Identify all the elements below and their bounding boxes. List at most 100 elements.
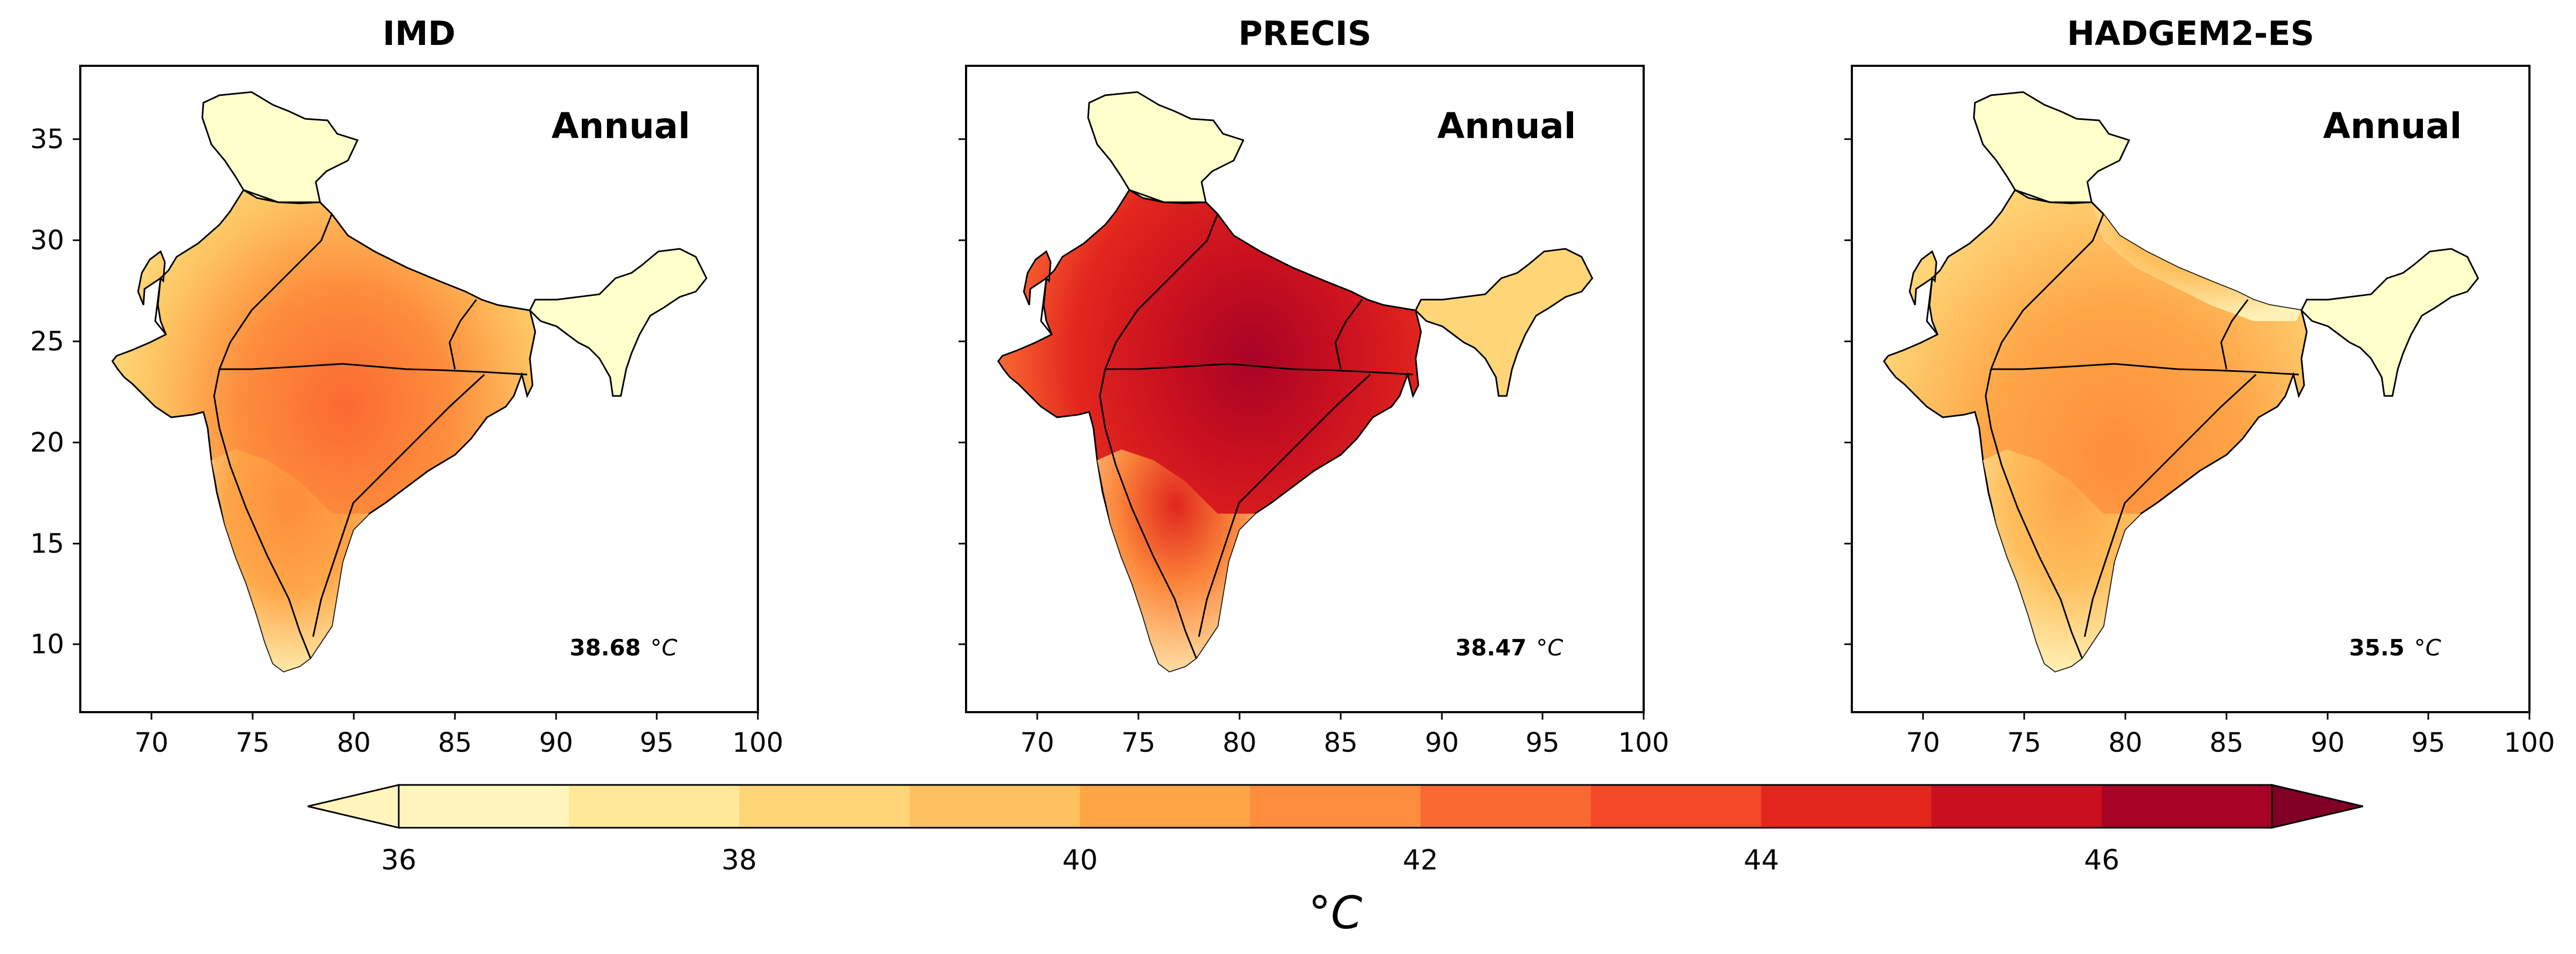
boundary-line (1105, 363, 1414, 376)
map-frame (79, 65, 759, 713)
x-axis: 70 75 80 85 90 95 100 (1906, 712, 2555, 758)
y-tick-label: 30 (30, 225, 64, 256)
x-tick-label: 85 (438, 727, 472, 758)
x-axis: 70 75 80 85 90 95 100 (1020, 712, 1669, 758)
x-tick-label: 90 (539, 727, 573, 758)
mean-label: 38.68 °C (569, 635, 678, 661)
colorbar-bin (1250, 785, 1421, 828)
y-axis: 35 30 25 20 15 10 (30, 124, 80, 660)
x-tick-label: 70 (1906, 727, 1940, 758)
boundary-line (243, 189, 333, 215)
colorbar-bin (1080, 785, 1251, 828)
colorbar-unit-label: °C (1309, 887, 1363, 939)
region-jammu-kashmir (1087, 91, 1245, 204)
panel-title: HADGEM2-ES (2067, 14, 2314, 53)
x-tick-label: 80 (337, 727, 371, 758)
x-tick-label: 95 (1525, 727, 1560, 758)
region-south-cool (1983, 449, 2141, 671)
mean-value: 38.47 (1455, 635, 1526, 661)
map-frame (1851, 65, 2531, 713)
x-tick-label: 90 (2311, 727, 2345, 758)
y-axis-ticks (1844, 138, 1852, 645)
colorbar-bin (2101, 785, 2273, 828)
colorbar-bin (399, 785, 569, 828)
colorbar-bin (1591, 785, 1761, 828)
boundary-line (312, 373, 485, 637)
colorbar-bin (1420, 785, 1591, 828)
colorbar-bin (1931, 785, 2102, 828)
boundary-line (213, 369, 311, 659)
panel-title: PRECIS (1238, 14, 1372, 53)
colorbar-bins (399, 785, 2273, 828)
x-tick-label: 75 (235, 727, 270, 758)
boundary-line (218, 213, 333, 370)
region-south-cool (1097, 449, 1255, 671)
colorbar-tick-label: 42 (1403, 844, 1438, 876)
x-tick-label: 85 (2209, 727, 2244, 758)
boundary-line (1334, 299, 1363, 370)
x-tick-label: 90 (1425, 727, 1459, 758)
colorbar-tick-label: 38 (721, 844, 757, 876)
boundary-line (1991, 363, 2299, 376)
colorbar-bin (1761, 785, 1932, 828)
colorbar-tick-label: 36 (381, 844, 416, 876)
india-map (111, 91, 708, 673)
x-tick-label: 95 (2411, 727, 2445, 758)
x-tick-label: 100 (1618, 727, 1669, 758)
colorbar-extend-low (307, 784, 400, 829)
panel-title: IMD (383, 14, 455, 53)
region-northeast (529, 248, 708, 397)
mean-value: 35.5 (2349, 635, 2405, 661)
y-tick-label: 20 (30, 427, 64, 458)
region-jammu-kashmir (1973, 91, 2131, 204)
colorbar-bin (739, 785, 910, 828)
x-tick-label: 70 (1020, 727, 1054, 758)
boundary-line (1129, 189, 1219, 215)
region-south-cool (211, 449, 369, 671)
colorbar-ticks: 36 38 40 42 44 46 (381, 844, 2119, 876)
boundary-line (1099, 369, 1197, 659)
boundary-line (449, 299, 477, 370)
mean-unit: °C (1536, 635, 1563, 661)
mean-value: 38.68 (569, 635, 641, 661)
boundary-line (1926, 278, 1939, 335)
season-label: Annual (551, 105, 690, 147)
colorbar-frame (398, 784, 2273, 829)
x-tick-label: 75 (2007, 727, 2041, 758)
mean-unit: °C (650, 635, 678, 661)
boundary-line (1198, 373, 1371, 637)
mean-label: 38.47 °C (1455, 635, 1563, 661)
y-tick-label: 35 (30, 124, 64, 155)
x-tick-label: 75 (1121, 727, 1156, 758)
mean-label: 35.5 °C (2349, 635, 2442, 661)
boundary-line (1985, 369, 2083, 659)
region-northeast (1415, 248, 1593, 397)
boundary-line (1990, 213, 2104, 370)
region-northeast (2300, 248, 2479, 397)
region-north-cool (2092, 202, 2301, 321)
boundary-line (219, 363, 528, 376)
x-tick-label: 80 (1222, 727, 1257, 758)
y-tick-label: 25 (30, 326, 64, 357)
x-tick-label: 70 (134, 727, 169, 758)
india-map (1883, 91, 2479, 673)
india-map (997, 91, 1593, 673)
map-frame (965, 65, 1645, 713)
boundary-line (1040, 278, 1053, 335)
region-jammu-kashmir (201, 91, 359, 204)
colorbar-tick-label: 46 (2084, 844, 2119, 876)
colorbar-tick-label: 40 (1062, 844, 1098, 876)
season-label: Annual (1437, 105, 1576, 147)
boundary-line (154, 278, 167, 335)
panel-precis: PRECIS Annual 38.47 °C 70 75 (959, 14, 1669, 758)
y-axis-ticks (959, 138, 966, 645)
boundary-line (2220, 299, 2249, 370)
y-tick-label: 10 (30, 629, 64, 660)
x-tick-label: 100 (732, 727, 783, 758)
x-tick-label: 80 (2108, 727, 2142, 758)
season-label: Annual (2323, 105, 2461, 147)
colorbar-tick-label: 44 (1744, 844, 1779, 876)
y-tick-label: 15 (30, 528, 64, 559)
x-tick-label: 100 (2504, 727, 2555, 758)
